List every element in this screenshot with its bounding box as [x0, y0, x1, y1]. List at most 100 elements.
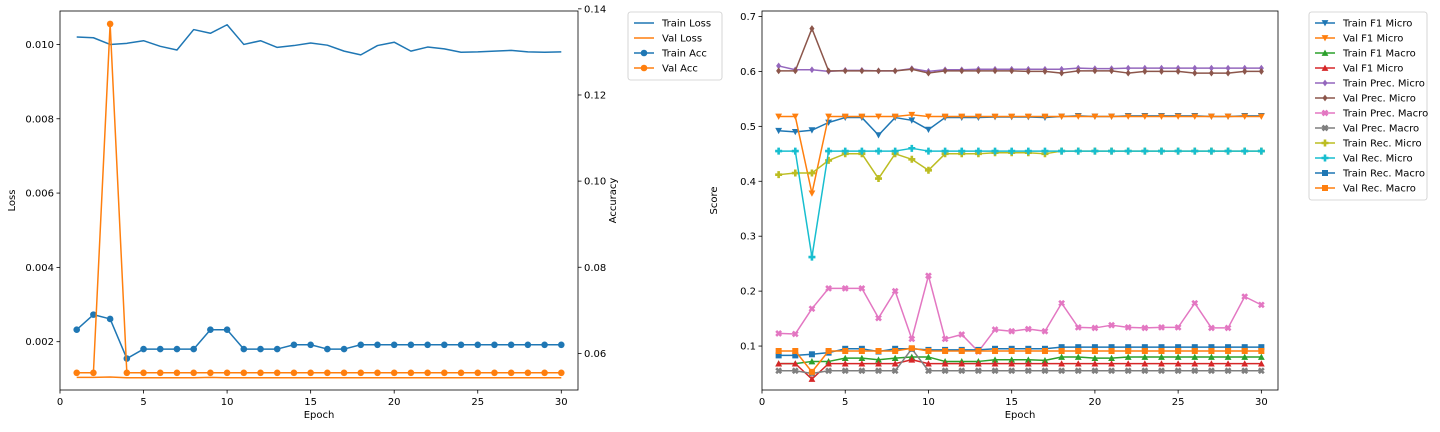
data-point — [925, 348, 932, 355]
legend-swatch-marker — [1321, 64, 1329, 71]
data-point — [1041, 367, 1049, 375]
data-point — [925, 69, 932, 77]
legend-swatch-marker — [1322, 94, 1328, 102]
x-tick-label: 0 — [57, 397, 63, 408]
data-point — [959, 67, 965, 75]
data-point — [841, 367, 849, 375]
data-point — [925, 367, 932, 375]
data-point — [792, 352, 799, 359]
data-point — [1241, 348, 1248, 355]
data-point — [374, 341, 381, 349]
data-point — [1091, 113, 1099, 120]
data-point — [524, 369, 532, 377]
chart-2: 0 5 10 15 20 25 30 0.1 0.2 0.3 0.4 0.5 0.6 0.7 Epoch Sc… — [709, 10, 1428, 421]
data-point — [1041, 113, 1049, 120]
x-tick-label: 15 — [1005, 397, 1018, 408]
data-point — [891, 354, 899, 362]
data-point — [541, 341, 548, 349]
legend-swatch-marker — [1322, 79, 1328, 87]
data-point — [1125, 69, 1131, 77]
data-point — [223, 369, 231, 377]
data-point — [1191, 353, 1199, 360]
data-point — [825, 360, 832, 367]
data-point — [1024, 325, 1032, 333]
data-point — [875, 356, 882, 363]
data-point — [1158, 344, 1165, 351]
data-point — [1091, 354, 1099, 362]
data-point — [1258, 344, 1265, 351]
data-point — [290, 341, 298, 349]
data-point — [1257, 360, 1265, 367]
data-point — [541, 369, 548, 377]
data-point — [1225, 64, 1231, 72]
data-point — [90, 311, 97, 318]
data-point — [190, 369, 197, 377]
legend-swatch-marker — [1321, 109, 1329, 117]
data-point — [207, 326, 214, 334]
data-point — [273, 345, 281, 353]
data-point — [407, 369, 415, 377]
data-point — [1174, 147, 1182, 155]
legend-label: Val Loss — [662, 34, 702, 45]
data-point — [942, 67, 948, 75]
data-point — [1174, 323, 1182, 331]
data-point — [1074, 113, 1082, 120]
series-line — [778, 147, 1262, 258]
data-point — [340, 345, 348, 353]
data-point — [841, 284, 849, 292]
data-point — [73, 369, 81, 377]
data-point — [1058, 348, 1065, 355]
data-point — [357, 369, 365, 377]
series-line — [778, 27, 1262, 74]
data-point — [1058, 147, 1066, 155]
data-point — [457, 341, 465, 349]
y2-tick-label: 0.12 — [584, 90, 606, 101]
y-tick-label: 0.002 — [25, 337, 54, 348]
legend-box — [627, 11, 723, 81]
data-point — [992, 348, 999, 355]
legend-label: Val F1 Micro — [1343, 64, 1403, 75]
series-train-rec-micro — [775, 147, 1265, 183]
data-point — [457, 369, 465, 377]
data-point — [942, 348, 949, 355]
data-point — [257, 369, 264, 377]
data-point — [156, 369, 164, 377]
legend-label: Train Prec. Macro — [1342, 109, 1428, 120]
data-point — [1257, 147, 1265, 155]
data-point — [875, 67, 882, 75]
y2-axis-label: Accuracy — [608, 178, 619, 224]
data-point — [441, 341, 448, 349]
data-point — [891, 367, 899, 375]
data-point — [1208, 69, 1214, 77]
legend-entry: Val Acc — [634, 64, 698, 75]
series-line — [76, 23, 562, 56]
data-point — [1091, 348, 1098, 355]
series-line — [778, 275, 1262, 353]
y2-tick-label: 0.06 — [584, 349, 606, 360]
data-point — [1191, 367, 1199, 375]
data-point — [991, 360, 999, 367]
data-point — [974, 360, 982, 367]
data-point — [1175, 68, 1181, 75]
data-point — [1225, 344, 1232, 351]
data-point — [791, 147, 799, 155]
data-point — [1208, 113, 1215, 120]
data-point — [1108, 348, 1115, 355]
data-point — [1074, 147, 1082, 155]
data-point — [1141, 367, 1149, 375]
data-point — [1158, 353, 1165, 360]
data-point — [1059, 69, 1065, 77]
series-val-prec-micro — [776, 25, 1264, 77]
data-point — [825, 156, 833, 164]
data-point — [1141, 353, 1149, 360]
data-point — [842, 67, 848, 75]
data-point — [1191, 147, 1199, 155]
data-point — [841, 147, 849, 155]
data-point — [908, 155, 916, 163]
data-point — [792, 67, 798, 75]
data-point — [1124, 147, 1132, 155]
legend-swatch-marker — [640, 49, 648, 57]
data-point — [1158, 348, 1165, 355]
data-point — [1224, 147, 1232, 155]
